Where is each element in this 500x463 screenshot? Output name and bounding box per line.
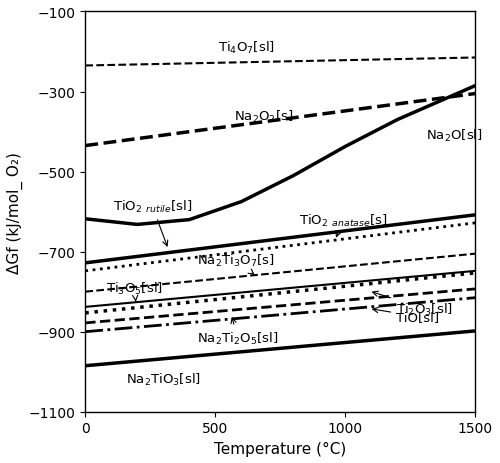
Text: Na$_2$Ti$_3$O$_7$[s]: Na$_2$Ti$_3$O$_7$[s] xyxy=(197,253,274,275)
Text: Na$_2$Ti$_2$O$_5$[sl]: Na$_2$Ti$_2$O$_5$[sl] xyxy=(197,318,278,346)
X-axis label: Temperature (°C): Temperature (°C) xyxy=(214,441,346,456)
Text: Ti$_4$O$_7$[sl]: Ti$_4$O$_7$[sl] xyxy=(218,39,275,56)
Text: Na$_2$O[sl]: Na$_2$O[sl] xyxy=(426,127,483,144)
Y-axis label: ΔGf (kJ/mol_ O₂): ΔGf (kJ/mol_ O₂) xyxy=(7,151,23,273)
Text: Na$_2$TiO$_3$[sl]: Na$_2$TiO$_3$[sl] xyxy=(126,371,200,387)
Text: TiO$_2$ $_{anatase}$[s]: TiO$_2$ $_{anatase}$[s] xyxy=(298,212,387,237)
Text: Ti$_2$O$_3$[sl]: Ti$_2$O$_3$[sl] xyxy=(372,292,453,317)
Text: Na$_2$O$_2$[s]: Na$_2$O$_2$[s] xyxy=(234,109,293,125)
Text: TiO$_2$ $_{rutile}$[sl]: TiO$_2$ $_{rutile}$[sl] xyxy=(112,199,192,246)
Text: TiO[sl]: TiO[sl] xyxy=(373,308,440,323)
Text: Ti$_3$O$_5$[sl]: Ti$_3$O$_5$[sl] xyxy=(106,280,163,301)
